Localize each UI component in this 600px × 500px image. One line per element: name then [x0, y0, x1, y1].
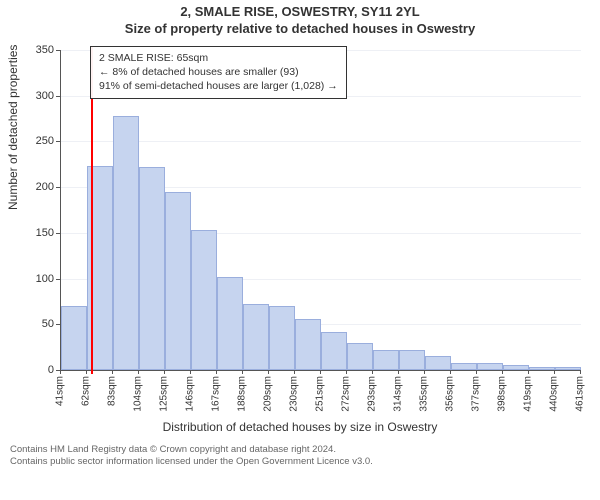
- footer: Contains HM Land Registry data © Crown c…: [0, 440, 600, 469]
- y-tick-label: 0: [14, 364, 54, 376]
- footer-line-2: Contains public sector information licen…: [10, 456, 590, 468]
- x-tick-label: 377sqm: [471, 376, 482, 412]
- histogram-bar: [451, 363, 477, 370]
- histogram-bar: [243, 304, 269, 370]
- x-tick-label: 146sqm: [185, 376, 196, 412]
- histogram-bar: [191, 230, 217, 370]
- histogram-bar: [347, 343, 373, 370]
- x-tick-label: 335sqm: [419, 376, 430, 412]
- x-tick-label: 293sqm: [367, 376, 378, 412]
- x-tick-mark: [86, 370, 87, 374]
- x-tick-label: 209sqm: [263, 376, 274, 412]
- x-tick-mark: [190, 370, 191, 374]
- y-tick-mark: [56, 96, 60, 97]
- x-tick-mark: [476, 370, 477, 374]
- histogram-bar: [295, 319, 321, 370]
- y-tick-mark: [56, 141, 60, 142]
- legend-box: 2 SMALE RISE: 65sqm ← 8% of detached hou…: [90, 46, 347, 99]
- y-tick-mark: [56, 50, 60, 51]
- x-tick-mark: [502, 370, 503, 374]
- histogram-bar: [269, 306, 295, 370]
- x-tick-label: 83sqm: [107, 376, 118, 406]
- histogram-chart: Number of detached properties Distributi…: [0, 40, 600, 440]
- y-tick-label: 50: [14, 318, 54, 330]
- y-tick-label: 350: [14, 44, 54, 56]
- x-tick-label: 41sqm: [55, 376, 66, 406]
- footer-line-1: Contains HM Land Registry data © Crown c…: [10, 444, 590, 456]
- legend-line-2: ← 8% of detached houses are smaller (93): [99, 65, 338, 79]
- legend-line-3: 91% of semi-detached houses are larger (…: [99, 79, 338, 93]
- histogram-bar: [321, 332, 347, 370]
- histogram-bar: [425, 356, 451, 370]
- x-tick-mark: [268, 370, 269, 374]
- x-tick-mark: [294, 370, 295, 374]
- y-tick-mark: [56, 233, 60, 234]
- histogram-bar: [61, 306, 87, 370]
- x-tick-label: 419sqm: [523, 376, 534, 412]
- histogram-bar: [217, 277, 243, 370]
- legend-line-1: 2 SMALE RISE: 65sqm: [99, 51, 338, 65]
- x-tick-label: 314sqm: [393, 376, 404, 412]
- y-tick-mark: [56, 279, 60, 280]
- histogram-bar: [165, 192, 191, 370]
- histogram-bar: [373, 350, 399, 370]
- x-tick-label: 62sqm: [81, 376, 92, 406]
- y-tick-mark: [56, 324, 60, 325]
- x-tick-mark: [242, 370, 243, 374]
- x-tick-mark: [424, 370, 425, 374]
- x-axis-title: Distribution of detached houses by size …: [0, 420, 600, 434]
- x-tick-label: 188sqm: [237, 376, 248, 412]
- y-tick-label: 200: [14, 181, 54, 193]
- x-tick-label: 230sqm: [289, 376, 300, 412]
- x-tick-label: 104sqm: [133, 376, 144, 412]
- x-tick-mark: [554, 370, 555, 374]
- x-tick-mark: [398, 370, 399, 374]
- x-tick-label: 251sqm: [315, 376, 326, 412]
- x-tick-mark: [216, 370, 217, 374]
- title-main: 2, SMALE RISE, OSWESTRY, SY11 2YL: [0, 4, 600, 19]
- x-tick-mark: [528, 370, 529, 374]
- y-tick-label: 300: [14, 90, 54, 102]
- x-tick-mark: [372, 370, 373, 374]
- x-tick-label: 461sqm: [575, 376, 586, 412]
- x-tick-label: 398sqm: [497, 376, 508, 412]
- x-tick-mark: [450, 370, 451, 374]
- y-tick-label: 250: [14, 135, 54, 147]
- histogram-bar: [503, 365, 529, 370]
- histogram-bar: [139, 167, 165, 370]
- y-tick-mark: [56, 187, 60, 188]
- x-tick-mark: [164, 370, 165, 374]
- histogram-bar: [529, 367, 555, 370]
- x-tick-label: 356sqm: [445, 376, 456, 412]
- histogram-bar: [555, 367, 581, 370]
- y-tick-label: 150: [14, 227, 54, 239]
- histogram-bar: [399, 350, 425, 370]
- histogram-bar: [113, 116, 139, 370]
- gridline: [61, 141, 581, 142]
- histogram-bar: [477, 363, 503, 370]
- title-sub: Size of property relative to detached ho…: [0, 21, 600, 36]
- x-tick-mark: [580, 370, 581, 374]
- x-tick-mark: [346, 370, 347, 374]
- y-tick-label: 100: [14, 273, 54, 285]
- x-tick-mark: [60, 370, 61, 374]
- x-tick-label: 440sqm: [549, 376, 560, 412]
- x-tick-label: 125sqm: [159, 376, 170, 412]
- x-tick-mark: [320, 370, 321, 374]
- x-tick-mark: [112, 370, 113, 374]
- x-tick-mark: [138, 370, 139, 374]
- x-tick-label: 272sqm: [341, 376, 352, 412]
- x-tick-label: 167sqm: [211, 376, 222, 412]
